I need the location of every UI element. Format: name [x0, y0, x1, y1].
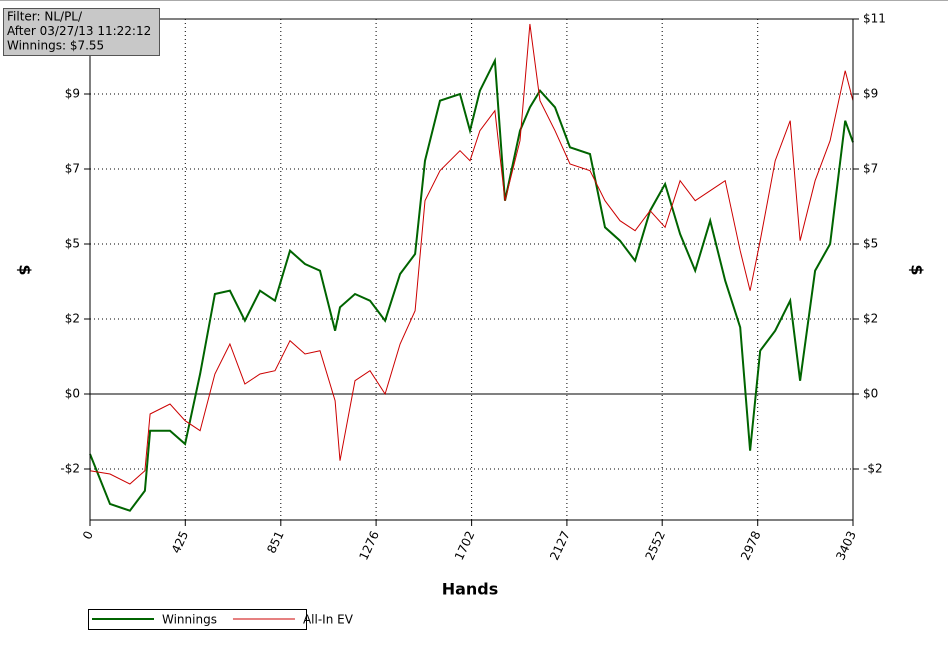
plot-border: [89, 18, 854, 521]
x-tick-label: 2127: [547, 529, 573, 563]
info-line: Filter: NL/PL/: [7, 10, 83, 24]
y-tick-label: $7: [65, 162, 80, 176]
info-box: [3, 8, 160, 56]
x-tick-label: 851: [264, 529, 286, 556]
y2-tick-label: $11: [863, 12, 886, 26]
info-lines: Filter: NL/PL/After 03/27/13 11:22:12Win…: [7, 10, 151, 53]
x-tick-label: 0: [80, 529, 96, 542]
x-axis-title: Hands: [442, 580, 499, 599]
y-tick-label: $5: [65, 237, 80, 251]
y2-tick-label: $7: [863, 162, 878, 176]
y-tick-label: $0: [65, 387, 80, 401]
y-tick-label: $9: [65, 87, 80, 101]
legend: [88, 609, 307, 630]
y2-tick-label: $9: [863, 87, 878, 101]
info-line: After 03/27/13 11:22:12: [7, 24, 151, 38]
plot-area: -$2-$2$0$0$2$2$5$5$7$7$9$9$11$1104258511…: [57, 12, 886, 563]
x-tick-label: 1276: [356, 529, 382, 563]
x-tick-label: 3403: [833, 529, 859, 563]
y2-tick-label: $0: [863, 387, 878, 401]
x-tick-label: 2552: [642, 529, 668, 563]
legend-items: Winnings All-In EV: [92, 613, 354, 627]
y2-tick-label: -$2: [863, 462, 883, 476]
legend-label: Winnings: [162, 613, 217, 627]
x-tick-label: 425: [169, 529, 191, 556]
y-tick-label: $2: [65, 312, 80, 326]
series-line: [89, 23, 854, 485]
info-line: Winnings: $7.55: [7, 39, 104, 53]
y2-tick-label: $5: [863, 237, 878, 251]
y2-tick-label: $2: [863, 312, 878, 326]
y-tick-label: -$2: [60, 462, 80, 476]
plot-background: [90, 19, 853, 520]
series-line: [89, 56, 854, 512]
y-axis-title: $: [16, 264, 35, 275]
y2-axis-title: $: [908, 264, 927, 275]
x-tick-label: 2978: [738, 529, 764, 563]
legend-label: All-In EV: [303, 613, 354, 627]
x-tick-label: 1702: [452, 529, 478, 563]
